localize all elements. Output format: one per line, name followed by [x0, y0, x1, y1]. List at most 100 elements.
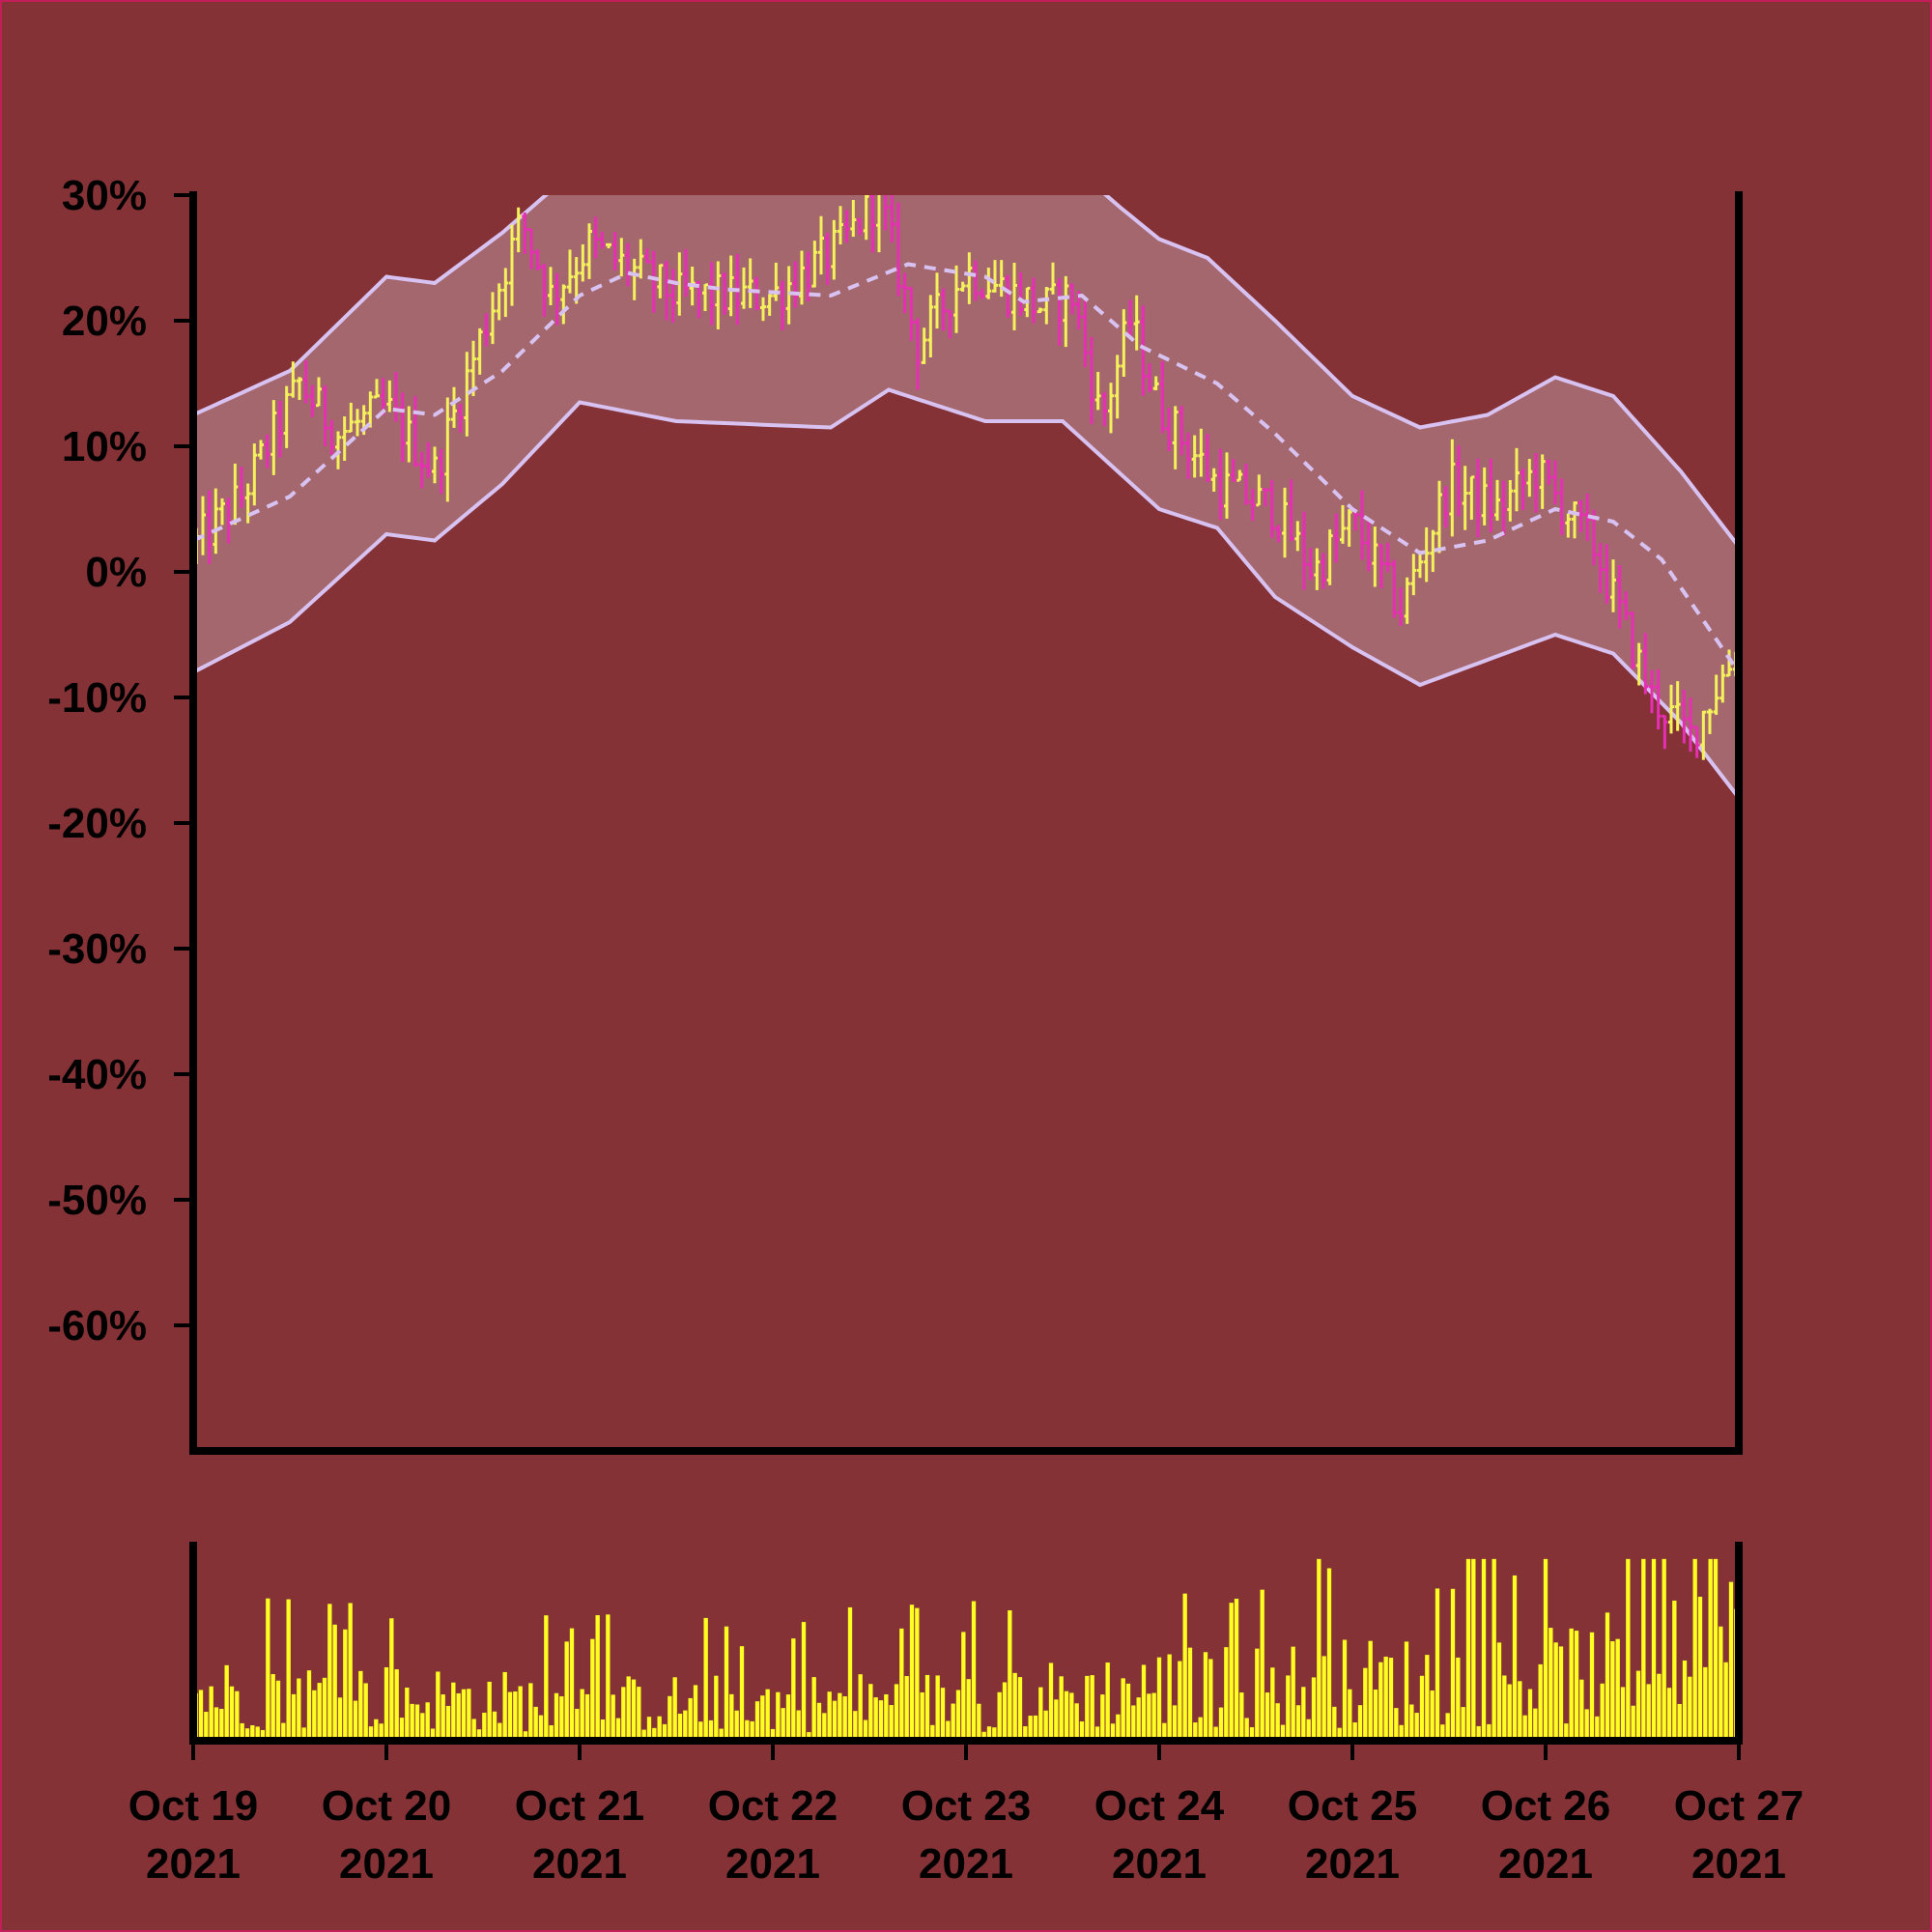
- x-tick-label-date: Oct 24: [1094, 1782, 1225, 1830]
- volume-bar: [240, 1722, 244, 1741]
- ohlc-bar: [1565, 513, 1572, 538]
- volume-bar: [909, 1605, 915, 1741]
- volume-bar: [1492, 1558, 1496, 1741]
- volume-bar: [1357, 1705, 1363, 1741]
- x-tick-label-date: Oct 23: [901, 1782, 1032, 1830]
- volume-bar: [1558, 1646, 1564, 1741]
- y-tick-label: 20%: [62, 298, 147, 345]
- volume-bar: [235, 1690, 240, 1741]
- ohlc-bar: [947, 309, 953, 339]
- x-tick-label-date: Oct 22: [708, 1782, 838, 1830]
- volume-bar: [745, 1719, 750, 1741]
- ohlc-bar: [1726, 649, 1732, 677]
- ohlc-bar: [1191, 435, 1198, 478]
- ohlc-bar: [1635, 642, 1642, 686]
- upper-band-line: [193, 195, 1739, 549]
- volume-bar: [286, 1599, 291, 1741]
- ohlc-bar: [1043, 287, 1050, 325]
- volume-bar: [858, 1674, 863, 1741]
- ohlc-bar: [985, 268, 992, 299]
- ohlc-bar: [766, 294, 773, 316]
- ohlc-bar: [444, 397, 451, 502]
- volume-bar: [1445, 1713, 1450, 1741]
- ohlc-bar: [1604, 544, 1610, 604]
- volume-bar: [1419, 1675, 1425, 1741]
- volume-bar: [940, 1688, 946, 1741]
- volume-bar: [1564, 1723, 1569, 1741]
- volume-bar: [281, 1722, 286, 1741]
- volume-bar: [807, 1732, 811, 1741]
- ohlc-bar: [1674, 681, 1681, 731]
- volume-bar: [1430, 1690, 1435, 1741]
- ohlc-bar: [1307, 548, 1314, 581]
- ohlc-bar: [1500, 480, 1507, 536]
- ohlc-bar: [1365, 519, 1372, 572]
- volume-bar: [1348, 1689, 1352, 1741]
- ohlc-bar: [1475, 458, 1481, 538]
- ohlc-bar: [1147, 363, 1152, 392]
- volume-bar: [765, 1689, 770, 1741]
- volume-bar: [1043, 1710, 1048, 1741]
- volume-bar: [492, 1711, 497, 1741]
- ohlc-bar: [838, 206, 843, 245]
- ohlc-bar: [515, 207, 522, 253]
- volume-bar: [209, 1686, 213, 1741]
- ohlc-bar: [1442, 486, 1449, 528]
- volume-bar: [1708, 1558, 1713, 1741]
- x-axis-labels: Oct 19 2021 Oct 20 2021 Oct 21 2021 Oct 22 2021…: [128, 1741, 1804, 1888]
- volume-bar: [1064, 1690, 1069, 1741]
- ohlc-bar: [722, 271, 727, 315]
- volume-bar: [739, 1646, 745, 1741]
- volume-bar: [724, 1626, 729, 1741]
- volume-bar: [1666, 1688, 1672, 1741]
- ohlc-bar: [760, 297, 766, 322]
- ohlc-bar: [476, 327, 483, 375]
- ohlc-bar: [309, 384, 316, 417]
- ohlc-bar: [1056, 278, 1063, 347]
- volume-bar: [1074, 1703, 1079, 1741]
- volume-bar: [1332, 1706, 1337, 1741]
- volume-bar: [734, 1710, 739, 1741]
- volume-bar: [590, 1638, 595, 1741]
- ohlc-bar: [1140, 305, 1147, 396]
- volume-bar: [322, 1677, 327, 1741]
- volume-bar: [1646, 1684, 1651, 1741]
- ohlc-bar: [451, 386, 457, 428]
- volume-bar: [1502, 1675, 1507, 1741]
- volume-bar: [966, 1679, 971, 1741]
- volume-bar: [1589, 1632, 1595, 1741]
- volume-bar: [224, 1664, 229, 1741]
- ohlc-bar: [213, 488, 219, 554]
- x-tick-label-date: Oct 21: [515, 1782, 645, 1830]
- ohlc-bar: [1210, 468, 1217, 492]
- volume-bar: [507, 1691, 513, 1741]
- ohlc-bar: [1623, 591, 1630, 621]
- volume-bar: [1672, 1600, 1677, 1741]
- volume-bar: [884, 1693, 889, 1741]
- ohlc-bar: [1662, 714, 1668, 750]
- y-tick-label: -20%: [47, 800, 147, 847]
- volume-bar: [255, 1726, 260, 1741]
- ohlc-bar: [244, 483, 251, 524]
- volume-bar: [440, 1694, 445, 1741]
- volume-bar: [461, 1689, 467, 1741]
- ohlc-bar: [418, 451, 425, 489]
- ohlc-bar: [1391, 559, 1398, 618]
- ohlc-bar: [799, 250, 805, 305]
- volume-bar: [1326, 1568, 1332, 1741]
- volume-bar: [584, 1693, 590, 1741]
- volume-bar: [719, 1728, 724, 1741]
- ohlc-bar: [1468, 475, 1475, 520]
- ohlc-bar: [239, 467, 244, 508]
- volume-bar: [1373, 1689, 1378, 1741]
- volume-bar: [606, 1614, 611, 1741]
- ohlc-bar: [1166, 408, 1172, 451]
- ohlc-bar: [580, 243, 586, 282]
- x-tick-label-year: 2021: [339, 1840, 434, 1888]
- ohlc-bar: [522, 212, 528, 255]
- volume-bar: [662, 1723, 668, 1741]
- volume-bar: [1527, 1689, 1533, 1741]
- ohlc-bar: [1005, 274, 1011, 318]
- volume-bar: [1461, 1707, 1465, 1741]
